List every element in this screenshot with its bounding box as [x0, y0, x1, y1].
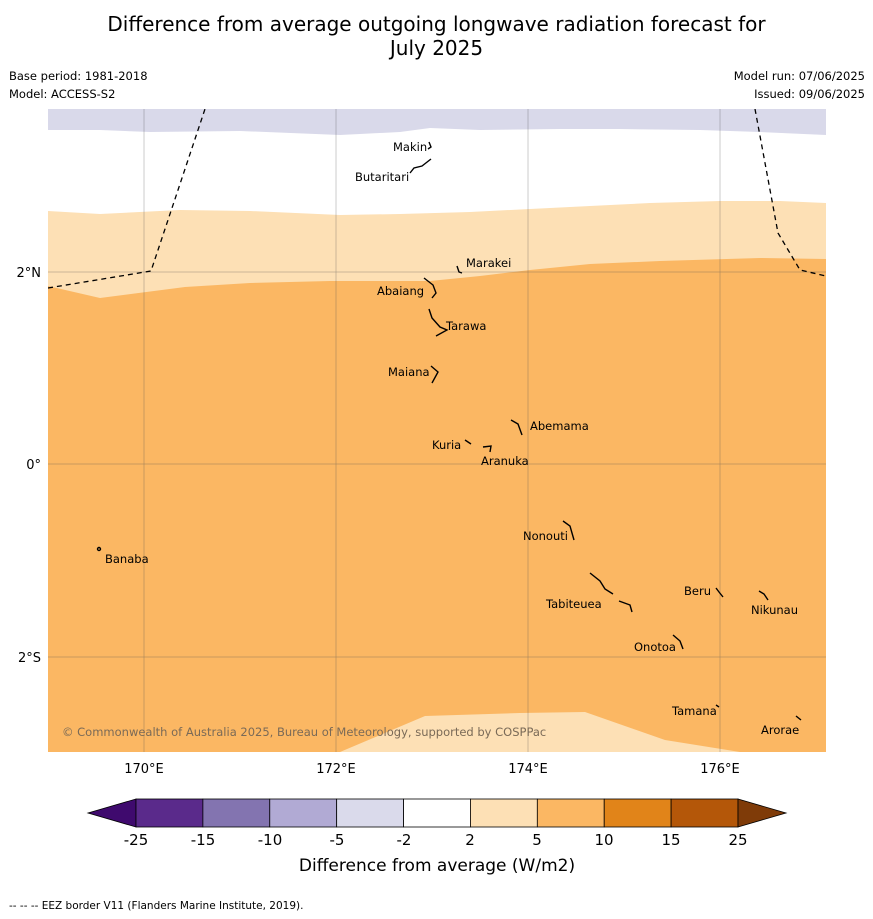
- anomaly-zone-minus5-minus2: [48, 109, 826, 135]
- meta-left: Base period: 1981-2018 Model: ACCESS-S2: [9, 69, 148, 105]
- colorbar-cells: [135, 798, 739, 828]
- issued-date: Issued: 09/06/2025: [754, 87, 865, 101]
- colorbar-tick: 5: [532, 831, 542, 849]
- lon-label-176e: 176°E: [700, 762, 740, 777]
- colorbar-tick: -10: [258, 831, 283, 849]
- colorbar-cell: [336, 798, 404, 828]
- island-label-aranuka: Aranuka: [481, 454, 529, 468]
- island-shape-marakei: [456, 265, 463, 274]
- island-shape-nikunau: [758, 590, 769, 601]
- model-name: Model: ACCESS-S2: [9, 87, 116, 101]
- island-shape-tabiteuea-north: [589, 572, 614, 595]
- island-label-abaiang: Abaiang: [377, 284, 424, 298]
- lat-label-2n: 2°N: [17, 266, 42, 281]
- island-shape-arorae: [795, 715, 802, 721]
- island-shape-kuria: [464, 439, 472, 445]
- base-period: Base period: 1981-2018: [9, 69, 148, 83]
- island-shape-maiana: [430, 365, 439, 384]
- lon-label-172e: 172°E: [316, 762, 356, 777]
- island-label-tarawa: Tarawa: [445, 319, 486, 333]
- island-shape-banaba: [96, 546, 102, 552]
- colorbar-cell: [202, 798, 271, 828]
- island-label-maiana: Maiana: [388, 365, 430, 379]
- colorbar-cell: [536, 798, 605, 828]
- colorbar: -25 -15 -10 -5 -2 2 5 10 15 25 Differenc…: [86, 798, 788, 876]
- island-shape-makin: [427, 141, 432, 150]
- colorbar-tick: 10: [594, 831, 613, 849]
- island-shape-nonouti: [562, 520, 575, 541]
- island-label-tamana: Tamana: [671, 704, 717, 718]
- island-label-nonouti: Nonouti: [523, 529, 568, 543]
- model-run: Model run: 07/06/2025: [733, 69, 865, 83]
- island-shape-tabiteuea-south: [618, 600, 633, 613]
- lon-label-174e: 174°E: [508, 762, 548, 777]
- colorbar-label: Difference from average (W/m2): [299, 856, 575, 876]
- copyright-notice: © Commonwealth of Australia 2025, Bureau…: [62, 725, 546, 739]
- colorbar-extend-low: [86, 798, 137, 828]
- anomaly-zone-neutral: [48, 109, 826, 215]
- island-shape-aranuka: [482, 445, 492, 453]
- lat-label-0: 0°: [26, 458, 41, 473]
- island-label-arorae: Arorae: [761, 723, 799, 737]
- island-shape-beru: [715, 587, 724, 598]
- anomaly-zone-2-5-south: [340, 712, 740, 752]
- island-shape-abaiang: [423, 277, 437, 299]
- colorbar-cell: [403, 798, 471, 828]
- title-line-2: July 2025: [389, 36, 484, 60]
- eez-border-east: [754, 109, 826, 277]
- colorbar-tick: -5: [330, 831, 345, 849]
- island-label-banaba: Banaba: [105, 552, 149, 566]
- island-label-makin: Makin: [393, 140, 427, 154]
- lat-label-2s: 2°S: [18, 651, 41, 666]
- colorbar-cell: [470, 798, 538, 828]
- colorbar-tick: -25: [124, 831, 149, 849]
- island-shape-butaritari: [409, 158, 432, 174]
- island-label-abemama: Abemama: [530, 419, 589, 433]
- eez-footnote: -- -- -- EEZ border V11 (Flanders Marine…: [9, 900, 304, 912]
- island-shape-onotoa: [672, 634, 684, 650]
- island-label-onotoa: Onotoa: [634, 640, 676, 654]
- island-shape-tarawa: [428, 308, 449, 337]
- colorbar-cell: [670, 798, 739, 828]
- colorbar-tick: -15: [191, 831, 216, 849]
- meta-right: Model run: 07/06/2025 Issued: 09/06/2025: [734, 69, 865, 105]
- island-label-beru: Beru: [684, 584, 711, 598]
- island-shape-abemama: [510, 419, 523, 436]
- island-label-nikunau: Nikunau: [751, 603, 798, 617]
- colorbar-extend-high: [737, 798, 788, 828]
- colorbar-tick: 2: [465, 831, 475, 849]
- island-label-kuria: Kuria: [432, 438, 461, 452]
- island-shape-tamana: [715, 704, 720, 708]
- colorbar-tick: -2: [397, 831, 412, 849]
- colorbar-tick: 15: [661, 831, 680, 849]
- chart-title: Difference from average outgoing longwav…: [0, 12, 873, 60]
- colorbar-cell: [135, 798, 204, 828]
- gridlines: [48, 109, 826, 752]
- lon-label-170e: 170°E: [124, 762, 164, 777]
- colorbar-cell: [603, 798, 672, 828]
- colorbar-cell: [269, 798, 338, 828]
- eez-border-west: [48, 109, 206, 289]
- island-label-tabiteuea: Tabiteuea: [545, 597, 602, 611]
- colorbar-tick: 25: [728, 831, 747, 849]
- island-label-marakei: Marakei: [466, 256, 511, 270]
- island-label-butaritari: Butaritari: [355, 170, 409, 184]
- title-line-1: Difference from average outgoing longwav…: [107, 12, 766, 36]
- map-area: Makin Butaritari Marakei Abaiang Tarawa …: [48, 109, 826, 752]
- island-outlines: [96, 141, 802, 721]
